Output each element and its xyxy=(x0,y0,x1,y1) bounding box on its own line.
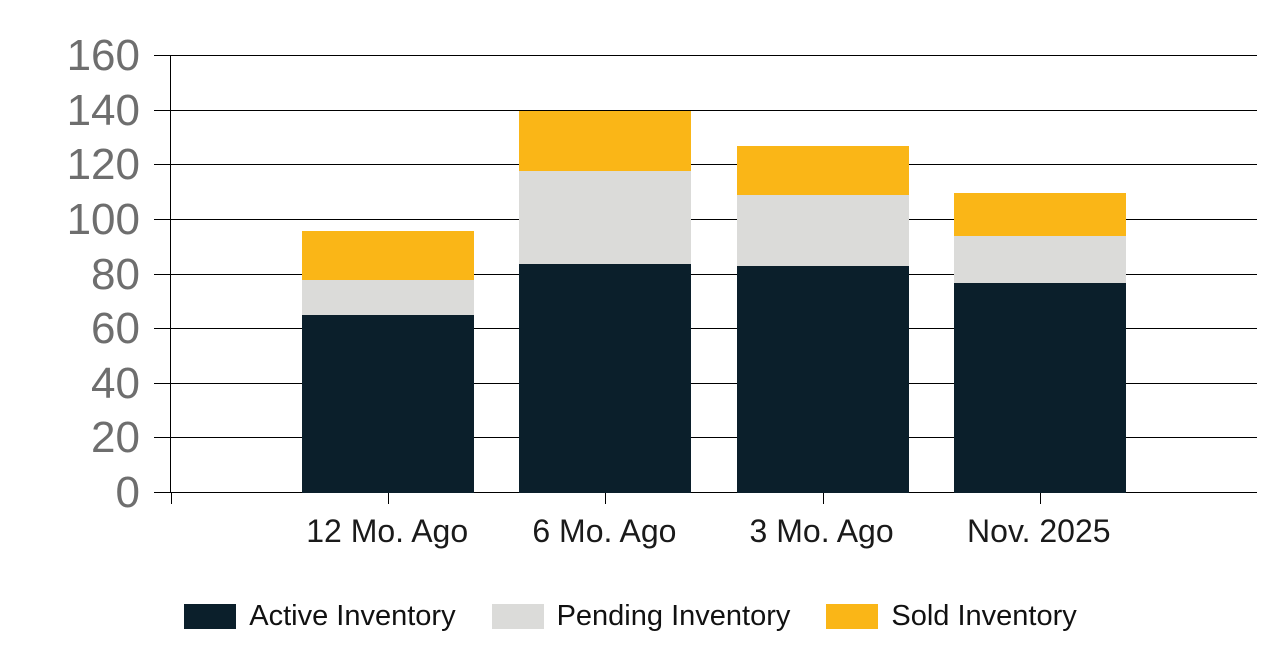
gridline xyxy=(154,492,1257,493)
gridline xyxy=(154,55,1257,56)
bar-stack-4 xyxy=(953,192,1126,493)
x-axis-origin-tick xyxy=(171,493,172,504)
bar-stack-3 xyxy=(736,146,909,493)
legend-swatch-icon xyxy=(826,603,879,629)
x-axis-tick xyxy=(388,493,390,504)
bar-segment-pending xyxy=(519,170,692,264)
gridline xyxy=(154,382,1257,384)
y-axis-tick-label: 160 xyxy=(66,31,140,80)
y-axis-tick-label: 120 xyxy=(66,140,140,190)
y-axis-tick-label: 140 xyxy=(66,85,140,135)
legend-item-active: Active Inventory xyxy=(184,599,456,632)
x-axis-tick xyxy=(822,493,824,504)
gridline xyxy=(154,164,1257,166)
bar-segment-sold xyxy=(519,110,692,171)
x-axis-label: Nov. 2025 xyxy=(967,513,1111,549)
legend-swatch-icon xyxy=(491,603,544,629)
x-axis-tick xyxy=(605,493,607,504)
bar-segment-active xyxy=(953,282,1126,493)
y-axis-tick-label: 60 xyxy=(91,304,140,354)
legend: Active Inventory Pending Inventory Sold In… xyxy=(0,600,1261,632)
gridline xyxy=(154,328,1257,330)
plot-area xyxy=(154,55,1257,504)
legend-swatch-icon xyxy=(184,603,237,629)
x-axis-label: 6 Mo. Ago xyxy=(532,513,677,549)
y-axis-tick-label: 100 xyxy=(66,194,140,244)
bar-stack-2 xyxy=(519,110,692,493)
gridline xyxy=(154,273,1257,275)
bar-segment-active xyxy=(302,315,475,493)
bar-segment-sold xyxy=(953,192,1126,237)
bar-segment-sold xyxy=(736,146,909,196)
bar-segment-active xyxy=(736,266,909,493)
y-axis-tick-label: 40 xyxy=(91,358,140,408)
legend-item-sold: Sold Inventory xyxy=(826,599,1077,632)
y-axis-tick-label: 0 xyxy=(115,468,140,517)
legend-label: Sold Inventory xyxy=(891,599,1077,632)
bar-segment-pending xyxy=(302,279,475,316)
y-axis-tick-label: 20 xyxy=(91,413,140,463)
bar-stack-1 xyxy=(302,230,475,493)
x-axis-label: 3 Mo. Ago xyxy=(749,513,894,549)
y-axis-tick-label: 80 xyxy=(91,249,140,299)
bar-segment-pending xyxy=(953,236,1126,283)
legend-label: Active Inventory xyxy=(249,599,456,632)
gridline xyxy=(154,109,1257,111)
bar-segment-active xyxy=(519,263,692,493)
bar-segment-pending xyxy=(736,195,909,267)
bar-segment-sold xyxy=(302,230,475,280)
x-axis-label: 12 Mo. Ago xyxy=(306,513,469,549)
y-axis: 0 20 40 60 80 100 120 140 160 xyxy=(0,34,154,515)
x-axis: 12 Mo. Ago 6 Mo. Ago 3 Mo. Ago Nov. 2025 xyxy=(170,513,1256,556)
gridline xyxy=(154,437,1257,439)
gridline xyxy=(154,218,1257,220)
x-axis-tick xyxy=(1039,493,1041,504)
legend-item-pending: Pending Inventory xyxy=(491,599,791,632)
legend-label: Pending Inventory xyxy=(556,599,791,632)
